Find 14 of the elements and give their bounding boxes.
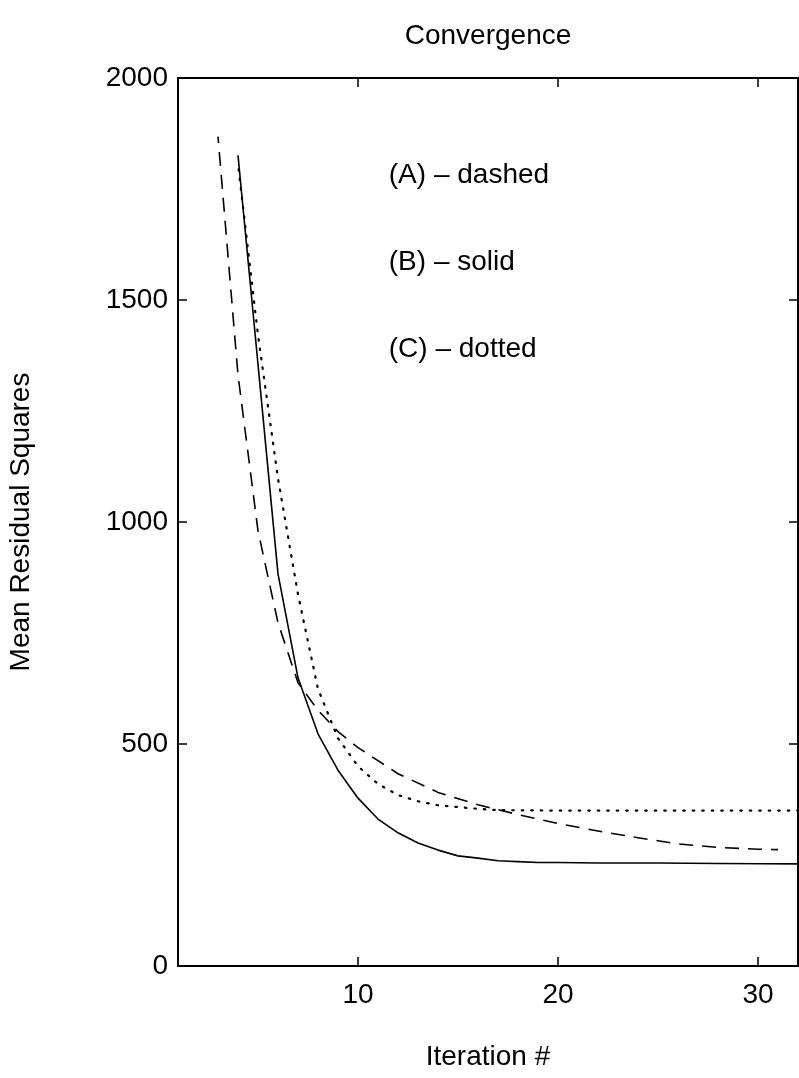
y-tick-label: 500 bbox=[121, 726, 168, 758]
x-tick-label: 10 bbox=[342, 977, 374, 1009]
annotation: (C) – dotted bbox=[388, 331, 537, 363]
x-tick-label: 20 bbox=[542, 977, 574, 1009]
y-tick-label: 1500 bbox=[105, 282, 168, 314]
annotation: (B) – solid bbox=[388, 244, 515, 276]
y-tick-label: 2000 bbox=[105, 60, 168, 92]
x-axis-title: Iteration # bbox=[425, 1039, 551, 1071]
y-axis-title: Mean Residual Squares bbox=[3, 372, 35, 672]
y-tick-label: 1000 bbox=[105, 504, 168, 536]
chart-title: Convergence bbox=[404, 18, 572, 50]
annotation: (A) – dashed bbox=[388, 157, 550, 189]
x-tick-label: 30 bbox=[742, 977, 774, 1009]
y-tick-label: 0 bbox=[152, 948, 168, 980]
